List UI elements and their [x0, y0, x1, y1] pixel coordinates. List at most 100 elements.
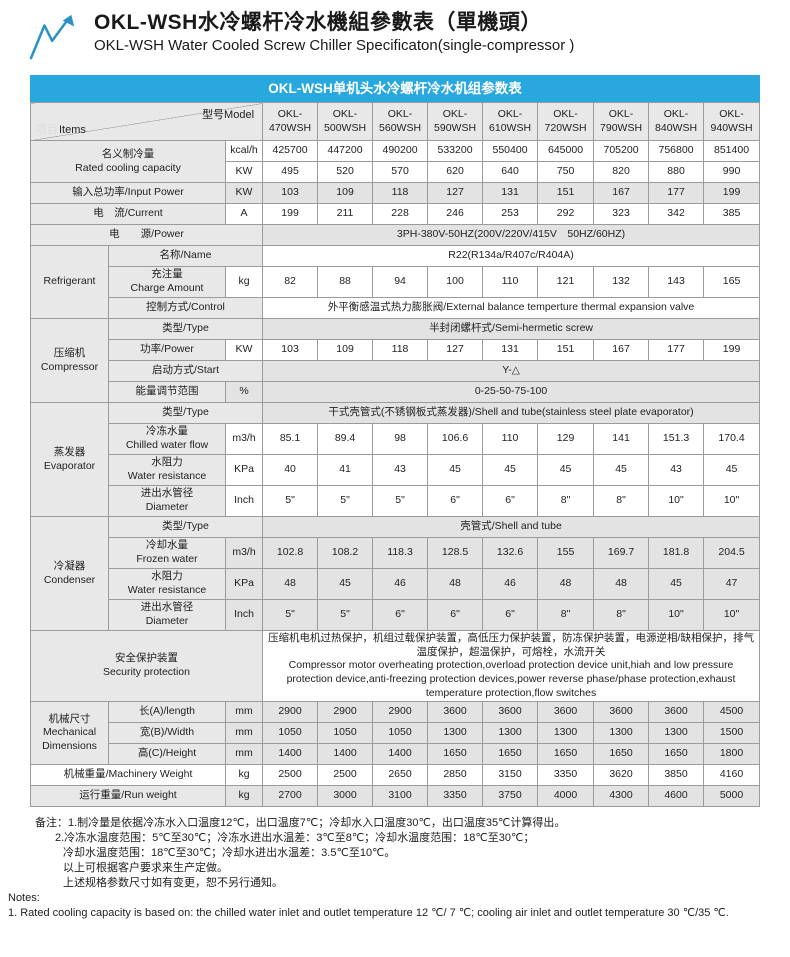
value-cell: 2850 — [427, 764, 484, 787]
value-cell: 2900 — [372, 701, 429, 724]
notes-line: 2.冷冻水温度范围：5℃至30℃；冷冻水进出水温差：3℃至8℃；冷却水温度范围：… — [55, 832, 535, 845]
value-cell: 128.5 — [427, 537, 484, 569]
value-cell: 199 — [262, 203, 319, 225]
table-row-dim-width: 宽(B)/Width mm 1050 1050 1050 1300 1300 1300 1300… — [31, 722, 761, 745]
value-cell: 323 — [593, 203, 650, 225]
model-header-cell: OKL- 470WSH — [262, 102, 319, 141]
value-cell: 3600 — [648, 701, 705, 724]
value-cell: 109 — [317, 182, 374, 204]
page-title: OKL-WSH水冷螺杆冷水機組參數表（單機頭） — [94, 11, 542, 34]
value-cell: 半封闭螺杆式/Semi-hermetic screw — [262, 318, 761, 340]
value-cell: 132 — [593, 266, 650, 298]
value-cell: 85.1 — [262, 423, 319, 455]
unit-cell: mm — [224, 743, 264, 766]
value-cell: 705200 — [593, 140, 650, 162]
value-cell: 6" — [372, 599, 429, 631]
value-cell: 132.6 — [482, 537, 539, 569]
value-cell: 1650 — [648, 743, 705, 766]
value-cell: 5000 — [703, 785, 761, 808]
value-cell: 121 — [537, 266, 595, 298]
value-cell: 750 — [537, 161, 595, 183]
table-row-condenser-type: 冷凝器 Condenser 类型/Type 壳管式/Shell and tube — [30, 516, 761, 631]
value-cell: 100 — [427, 266, 484, 298]
value-cell: 851400 — [703, 140, 761, 162]
section-label: 冷凝器 Condenser — [30, 516, 109, 631]
value-cell: 压缩机电机过热保护，机组过载保护装置，高低压力保护装置，防冻保护装置，电源逆相/… — [262, 629, 761, 703]
value-cell: 495 — [262, 161, 319, 183]
value-cell: 41 — [317, 454, 374, 486]
header-block: OKL-WSH水冷螺杆冷水機組參數表（單機頭） OKL-WSH Water Co… — [0, 0, 790, 61]
table-row-compressor-power: 功率/Power KW 103 109 118 127 131 151 167 177 199 — [31, 339, 761, 361]
value-cell: 756800 — [648, 140, 705, 162]
value-cell: 118 — [372, 182, 429, 204]
value-cell: 167 — [593, 182, 650, 204]
row-label: 长(A)/length — [108, 701, 226, 724]
value-cell: 47 — [703, 568, 761, 600]
value-cell: 45 — [648, 568, 705, 600]
value-cell: 131 — [482, 339, 539, 361]
value-cell: 8" — [537, 485, 595, 517]
row-label: 高(C)/Height — [108, 743, 226, 766]
table-row-refrigerant-charge: 充注量 Charge Amount kg 82 88 94 100 110 121 132 143… — [31, 266, 761, 298]
value-cell: 169.7 — [593, 537, 650, 569]
value-cell: 1650 — [427, 743, 484, 766]
table-row-evaporator-type: 蒸发器 Evaporator 类型/Type 干式壳管式(不锈钢板式蒸发器)/She… — [30, 402, 761, 517]
row-label: 充注量 Charge Amount — [108, 266, 226, 298]
row-label: 名义制冷量 Rated cooling capacity — [30, 140, 226, 183]
value-cell: 干式壳管式(不锈钢板式蒸发器)/Shell and tube(stainless… — [262, 402, 761, 424]
unit-cell: Inch — [224, 485, 264, 517]
value-cell: 155 — [537, 537, 595, 569]
unit-cell: KPa — [224, 568, 264, 600]
value-cell: 1800 — [703, 743, 761, 766]
table-row-dim-length: 机械尺寸 Mechanical Dimensions 长(A)/length mm 2… — [30, 701, 761, 766]
value-cell: 167 — [593, 339, 650, 361]
model-header-cell: OKL- 590WSH — [427, 102, 484, 141]
value-cell: 3600 — [482, 701, 539, 724]
row-label: 类型/Type — [107, 516, 264, 538]
value-cell: 102.8 — [262, 537, 319, 569]
value-cell: 4500 — [703, 701, 761, 724]
model-label: 型号Model — [202, 109, 255, 121]
value-cell: 88 — [317, 266, 374, 298]
value-cell: 5" — [262, 485, 319, 517]
value-cell: 253 — [482, 203, 539, 225]
model-header-cell: OKL- 560WSH — [372, 102, 429, 141]
value-cell: 110 — [482, 266, 539, 298]
unit-cell: kg — [224, 764, 264, 787]
value-cell: 5" — [317, 599, 374, 631]
value-cell: 3850 — [648, 764, 705, 787]
value-cell: 外平衡感温式热力膨胀阀/External balance temperture … — [262, 297, 761, 319]
value-cell: 3000 — [317, 785, 374, 808]
value-cell: 151.3 — [648, 423, 705, 455]
value-cell: 1650 — [537, 743, 595, 766]
row-label: 类型/Type — [107, 402, 264, 424]
value-cell: 127 — [427, 339, 484, 361]
value-cell: 10" — [703, 485, 761, 517]
trend-arrow-icon — [29, 14, 75, 60]
notes: 备注：1.制冷量是依据冷冻水入口温度12℃，出口温度7℃；冷却水入口温度30℃，… — [8, 816, 790, 921]
value-cell: 8" — [537, 599, 595, 631]
value-cell: 43 — [648, 454, 705, 486]
value-cell: Y-△ — [262, 360, 761, 382]
value-cell: 5" — [262, 599, 319, 631]
table-row-compressor-start: 启动方式/Start Y-△ — [31, 360, 761, 382]
value-cell: 10" — [703, 599, 761, 631]
row-label: 水阻力 Water resistance — [108, 454, 226, 486]
value-cell: 3600 — [427, 701, 484, 724]
unit-cell: m3/h — [224, 537, 264, 569]
value-cell: 2500 — [317, 764, 374, 787]
value-cell: 2650 — [372, 764, 429, 787]
value-cell: 1650 — [482, 743, 539, 766]
value-cell: 118 — [372, 339, 429, 361]
value-cell: 45 — [427, 454, 484, 486]
table-row-machinery-weight: 机械重量/Machinery Weight kg 2500 2500 2650 2850 3… — [30, 764, 761, 787]
value-cell: 620 — [427, 161, 484, 183]
value-cell: 109 — [317, 339, 374, 361]
value-cell: 46 — [372, 568, 429, 600]
value-cell: 103 — [262, 339, 319, 361]
value-cell: 2700 — [262, 785, 319, 808]
table-row-current: 电 流/Current A 199 211 228 246 253 292 323 342 385 — [30, 203, 761, 225]
value-cell: 45 — [703, 454, 761, 486]
value-cell: 4600 — [648, 785, 705, 808]
value-cell: 110 — [482, 423, 539, 455]
